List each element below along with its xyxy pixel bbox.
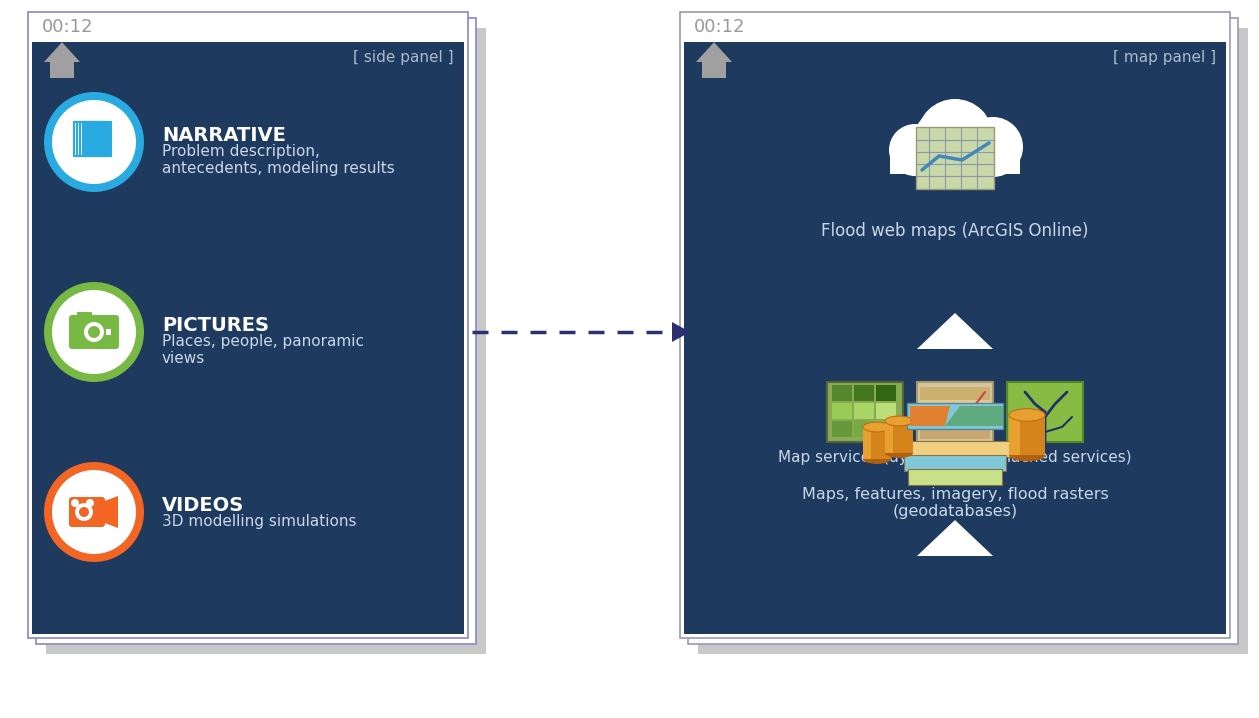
FancyBboxPatch shape: [917, 382, 993, 442]
FancyBboxPatch shape: [876, 403, 896, 419]
Ellipse shape: [862, 454, 891, 464]
Polygon shape: [908, 469, 1002, 485]
FancyBboxPatch shape: [890, 142, 1020, 174]
FancyBboxPatch shape: [687, 18, 1238, 644]
FancyBboxPatch shape: [862, 427, 871, 459]
FancyBboxPatch shape: [917, 127, 995, 189]
Ellipse shape: [862, 422, 891, 432]
Ellipse shape: [885, 448, 913, 458]
FancyBboxPatch shape: [854, 421, 874, 437]
Text: Places, people, panoramic
views: Places, people, panoramic views: [162, 334, 364, 366]
FancyBboxPatch shape: [81, 122, 108, 156]
Circle shape: [889, 124, 940, 176]
Circle shape: [44, 462, 144, 562]
FancyBboxPatch shape: [37, 18, 476, 644]
FancyBboxPatch shape: [885, 421, 894, 453]
Text: Maps, features, imagery, flood rasters
(geodatabases): Maps, features, imagery, flood rasters (…: [802, 487, 1108, 519]
Text: 3D modelling simulations: 3D modelling simulations: [162, 514, 356, 529]
Circle shape: [917, 99, 993, 175]
FancyBboxPatch shape: [106, 329, 111, 335]
Text: Problem description,
antecedents, modeling results: Problem description, antecedents, modeli…: [162, 144, 395, 177]
Text: [ side panel ]: [ side panel ]: [354, 50, 454, 65]
Text: 00:12: 00:12: [694, 18, 745, 36]
Polygon shape: [904, 455, 1006, 471]
FancyBboxPatch shape: [920, 387, 990, 400]
FancyBboxPatch shape: [697, 28, 1248, 654]
Circle shape: [79, 507, 89, 517]
FancyBboxPatch shape: [876, 421, 896, 437]
FancyBboxPatch shape: [47, 28, 486, 654]
Circle shape: [84, 322, 104, 342]
FancyBboxPatch shape: [31, 42, 465, 634]
FancyBboxPatch shape: [1008, 415, 1045, 455]
Circle shape: [86, 499, 94, 507]
FancyBboxPatch shape: [684, 42, 1226, 634]
Text: Flood web maps (ArcGIS Online): Flood web maps (ArcGIS Online): [821, 222, 1089, 240]
Text: Map services (dynamic and chached services): Map services (dynamic and chached servic…: [778, 450, 1132, 465]
FancyBboxPatch shape: [862, 427, 891, 459]
Circle shape: [963, 117, 1024, 177]
FancyBboxPatch shape: [69, 497, 104, 527]
Polygon shape: [696, 42, 731, 62]
Circle shape: [52, 290, 136, 374]
Text: PICTURES: PICTURES: [162, 316, 269, 335]
Circle shape: [912, 105, 995, 189]
FancyBboxPatch shape: [827, 382, 903, 442]
Polygon shape: [917, 313, 993, 349]
FancyBboxPatch shape: [885, 421, 913, 453]
Circle shape: [52, 100, 136, 184]
Ellipse shape: [1008, 409, 1045, 421]
FancyBboxPatch shape: [1007, 382, 1083, 442]
Polygon shape: [44, 42, 81, 62]
Polygon shape: [102, 496, 118, 528]
FancyBboxPatch shape: [876, 385, 896, 401]
Ellipse shape: [1008, 449, 1045, 461]
Circle shape: [44, 282, 144, 382]
Text: NARRATIVE: NARRATIVE: [162, 126, 286, 145]
Polygon shape: [900, 441, 1010, 457]
Circle shape: [946, 135, 996, 185]
Text: 00:24: 00:24: [50, 24, 102, 42]
FancyBboxPatch shape: [74, 122, 102, 156]
Text: [ map panel ]: [ map panel ]: [1113, 50, 1216, 65]
Circle shape: [76, 503, 93, 521]
FancyBboxPatch shape: [50, 62, 74, 78]
FancyBboxPatch shape: [832, 403, 852, 419]
FancyBboxPatch shape: [920, 400, 990, 413]
FancyBboxPatch shape: [920, 426, 990, 439]
FancyBboxPatch shape: [832, 385, 852, 401]
FancyBboxPatch shape: [832, 421, 852, 437]
Circle shape: [52, 470, 136, 554]
Circle shape: [88, 326, 99, 338]
FancyBboxPatch shape: [83, 122, 111, 156]
Circle shape: [915, 140, 959, 184]
Circle shape: [44, 92, 144, 192]
Polygon shape: [917, 520, 993, 556]
FancyBboxPatch shape: [69, 315, 120, 349]
Text: VIDEOS: VIDEOS: [162, 496, 244, 515]
Polygon shape: [906, 403, 1003, 429]
Polygon shape: [910, 406, 951, 426]
Text: 00:24: 00:24: [703, 24, 754, 42]
FancyBboxPatch shape: [77, 312, 92, 321]
FancyBboxPatch shape: [680, 12, 1230, 638]
Polygon shape: [946, 406, 1003, 426]
FancyBboxPatch shape: [854, 403, 874, 419]
Text: 00:12: 00:12: [42, 18, 93, 36]
Ellipse shape: [885, 416, 913, 426]
FancyBboxPatch shape: [703, 62, 725, 78]
FancyBboxPatch shape: [854, 385, 874, 401]
FancyBboxPatch shape: [1008, 415, 1020, 455]
FancyBboxPatch shape: [77, 122, 104, 156]
Circle shape: [71, 499, 79, 507]
Polygon shape: [672, 322, 690, 342]
FancyBboxPatch shape: [28, 12, 468, 638]
FancyBboxPatch shape: [920, 413, 990, 426]
